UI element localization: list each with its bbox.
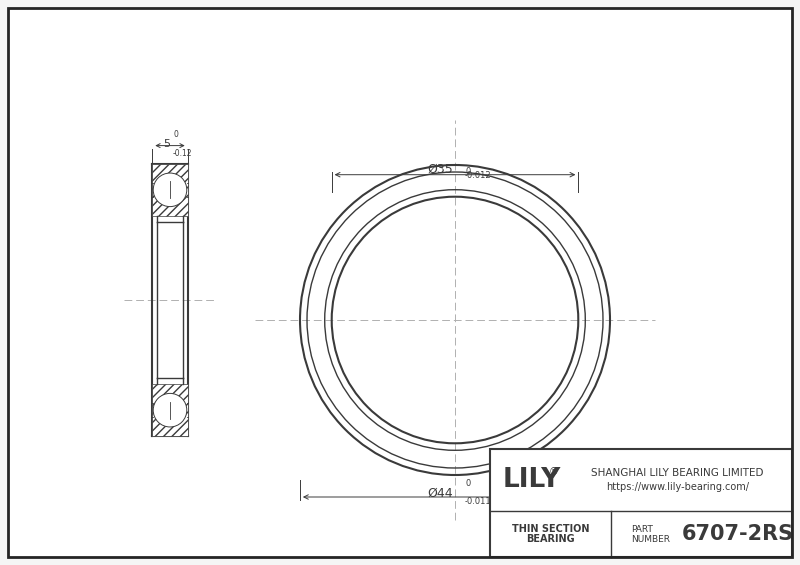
Circle shape — [154, 173, 186, 207]
Text: ®: ® — [549, 467, 559, 477]
Text: BEARING: BEARING — [526, 534, 574, 544]
Text: THIN SECTION: THIN SECTION — [512, 524, 589, 534]
Text: LILY: LILY — [503, 467, 561, 493]
Text: 0: 0 — [465, 167, 470, 176]
Text: NUMBER: NUMBER — [630, 534, 670, 544]
Text: 0: 0 — [173, 129, 178, 138]
Text: -0.011: -0.011 — [465, 497, 492, 506]
Text: Ø35: Ø35 — [427, 163, 453, 176]
Text: 0: 0 — [465, 479, 470, 488]
Text: PART: PART — [630, 524, 653, 533]
Bar — [152, 384, 188, 436]
Text: 5: 5 — [163, 138, 170, 149]
Bar — [152, 164, 188, 216]
Text: -0.12: -0.12 — [173, 149, 193, 158]
Text: -0.012: -0.012 — [465, 171, 492, 180]
Circle shape — [154, 393, 186, 427]
Text: Ø44: Ø44 — [427, 486, 453, 499]
Text: SHANGHAI LILY BEARING LIMITED: SHANGHAI LILY BEARING LIMITED — [591, 468, 763, 478]
Text: 6707-2RS: 6707-2RS — [682, 524, 794, 544]
Text: https://www.lily-bearing.com/: https://www.lily-bearing.com/ — [606, 482, 749, 492]
Bar — [490, 449, 792, 557]
